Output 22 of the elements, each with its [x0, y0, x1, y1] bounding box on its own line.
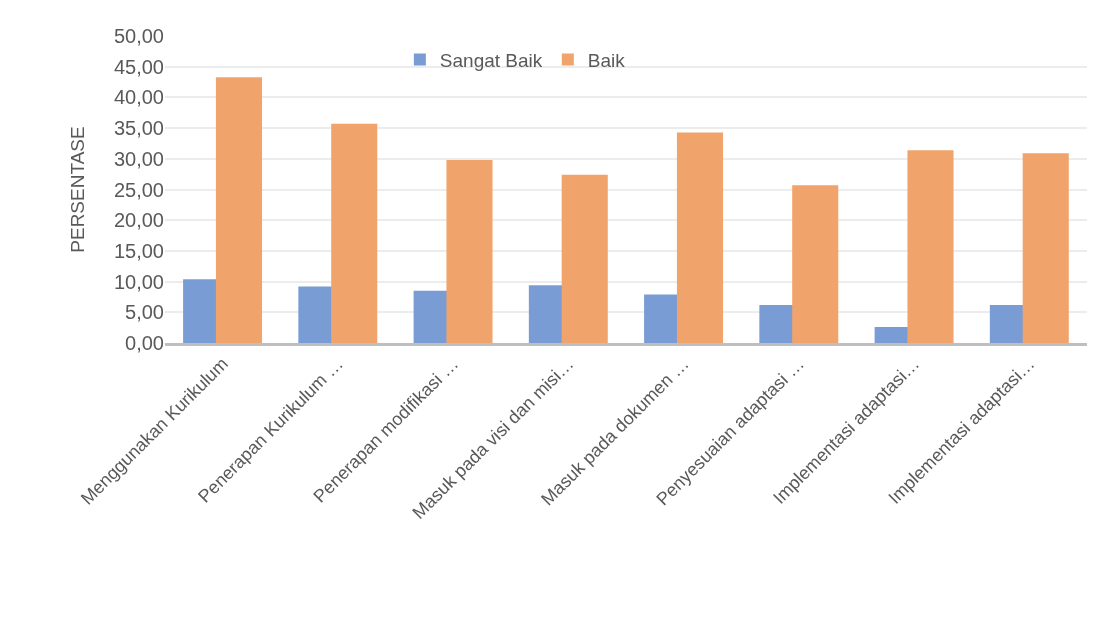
bar — [331, 123, 378, 343]
y-tick-label: 50,00 — [113, 25, 164, 47]
legend-label: Baik — [587, 49, 626, 71]
y-tick-label: 30,00 — [113, 147, 164, 170]
y-tick-label: 20,00 — [113, 209, 164, 232]
bar — [907, 150, 954, 343]
y-tick-label: 10,00 — [113, 270, 164, 293]
bar — [561, 174, 608, 343]
legend-label: Sangat Baik — [439, 49, 543, 71]
y-tick-label: 0,00 — [125, 332, 164, 354]
y-tick-label: 40,00 — [113, 86, 164, 109]
bar — [676, 132, 724, 343]
y-tick-label: 15,00 — [113, 239, 164, 262]
bar — [792, 185, 839, 343]
bar — [446, 160, 493, 343]
y-axis-title: PERSENTASE — [66, 126, 88, 253]
bar — [215, 77, 263, 343]
bar — [1022, 153, 1069, 343]
y-tick-label: 35,00 — [113, 117, 164, 140]
y-tick-label: 25,00 — [113, 178, 164, 201]
y-tick-label: 45,00 — [113, 55, 164, 78]
y-tick-label: 5,00 — [125, 301, 164, 324]
